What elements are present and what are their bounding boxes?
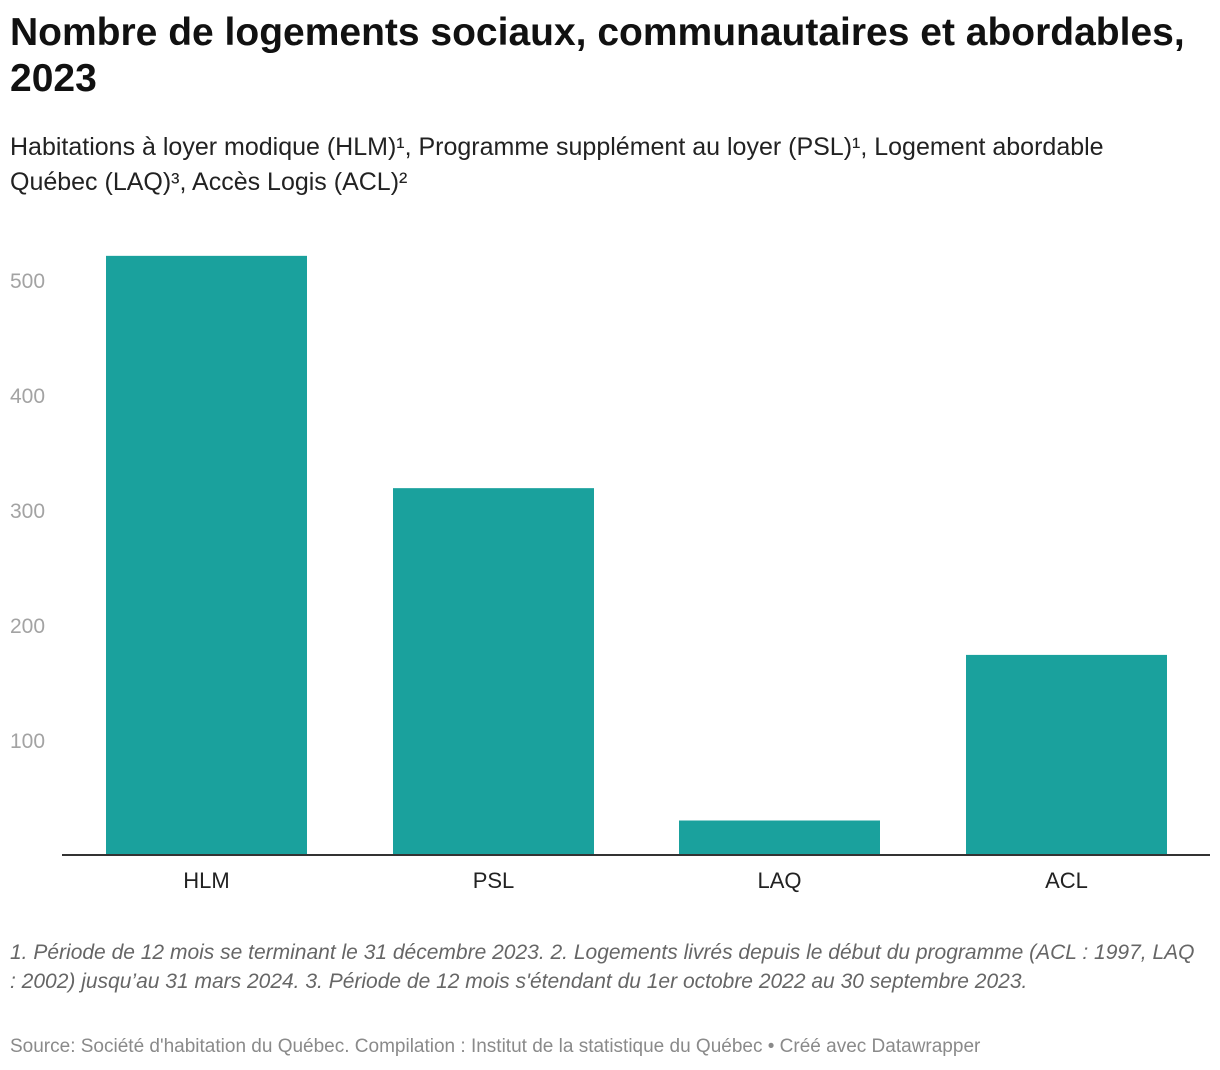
y-tick-label: 400 <box>10 385 45 408</box>
y-tick-label: 500 <box>10 270 45 293</box>
y-tick-label: 300 <box>10 500 45 523</box>
x-tick-label: LAQ <box>757 868 801 893</box>
x-tick-label: PSL <box>473 868 515 893</box>
y-tick-label: 100 <box>10 730 45 753</box>
bar-acl <box>966 654 1167 855</box>
source-line: Source: Société d'habitation du Québec. … <box>10 1036 981 1057</box>
bar-laq <box>679 820 880 855</box>
bar-psl <box>393 488 594 855</box>
bar-hlm <box>106 255 307 856</box>
x-tick-label: HLM <box>183 868 229 893</box>
y-tick-label: 200 <box>10 615 45 638</box>
footnotes: 1. Période de 12 mois se terminant le 31… <box>10 941 1195 993</box>
chart-subtitle: Habitations à loyer modique (HLM)¹, Prog… <box>10 133 1104 196</box>
bar-chart: 100 200 300 400 500 HLM PSL LAQ ACL <box>10 255 1210 893</box>
chart-title: Nombre de logements sociaux, communautai… <box>10 11 1185 100</box>
x-tick-label: ACL <box>1045 868 1088 893</box>
